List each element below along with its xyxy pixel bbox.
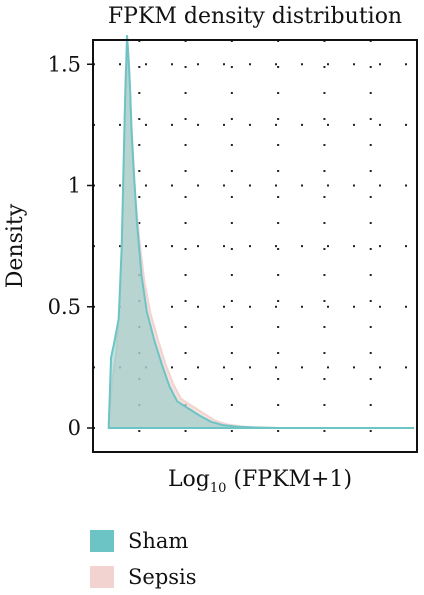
x-axis-label: Log10 (FPKM+1)	[168, 467, 352, 496]
x-axis-label-rest: (FPKM+1)	[226, 467, 352, 492]
y-tick-label-3: 1.5	[48, 52, 81, 76]
y-tick-label-1: 0.5	[48, 295, 81, 319]
legend: Sham Sepsis	[90, 529, 197, 589]
chart-title: FPKM density distribution	[108, 4, 402, 29]
plot-frame	[92, 39, 418, 453]
x-axis-label-main: Log	[168, 467, 210, 492]
tick-layer: 0 0.5 1 1.5	[48, 52, 93, 440]
legend-swatch-sham	[90, 530, 114, 552]
x-axis-label-subscript: 10	[210, 481, 227, 496]
legend-label-sepsis: Sepsis	[128, 565, 197, 589]
series-layer	[107, 35, 414, 429]
legend-swatch-sepsis	[90, 566, 114, 588]
density-area-sham	[107, 35, 280, 429]
y-tick-label-2: 1	[68, 174, 81, 198]
y-tick-label-0: 0	[68, 416, 81, 440]
y-axis-label: Density	[3, 203, 28, 288]
legend-label-sham: Sham	[128, 529, 188, 553]
